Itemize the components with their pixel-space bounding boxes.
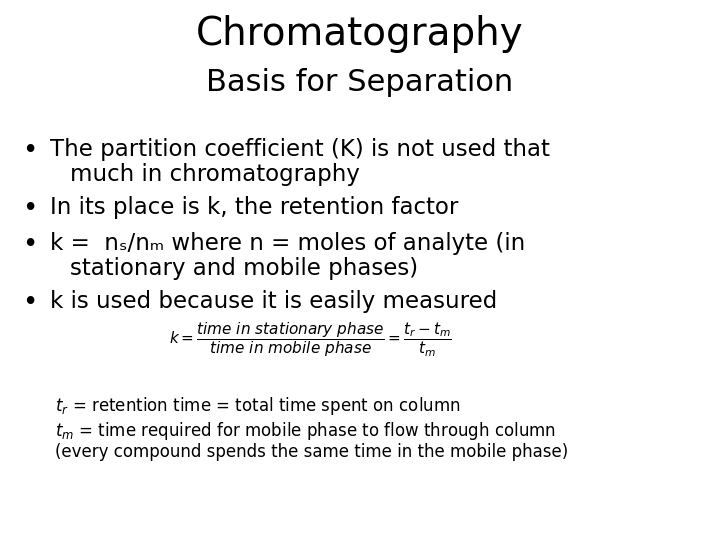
Text: much in chromatography: much in chromatography <box>70 163 360 186</box>
Text: k is used because it is easily measured: k is used because it is easily measured <box>50 290 498 313</box>
Text: Basis for Separation: Basis for Separation <box>207 68 513 97</box>
Text: (every compound spends the same time in the mobile phase): (every compound spends the same time in … <box>55 443 568 461</box>
Text: •: • <box>22 138 37 164</box>
Text: $t_r$ = retention time = total time spent on column: $t_r$ = retention time = total time spen… <box>55 395 461 417</box>
Text: •: • <box>22 196 37 222</box>
Text: The partition coefficient (K) is not used that: The partition coefficient (K) is not use… <box>50 138 550 161</box>
Text: In its place is k, the retention factor: In its place is k, the retention factor <box>50 196 459 219</box>
Text: •: • <box>22 232 37 258</box>
Text: $k = \dfrac{\mathit{time\ in\ stationary\ phase}}{\mathit{time\ in\ mobile\ phas: $k = \dfrac{\mathit{time\ in\ stationary… <box>168 320 451 359</box>
Text: $t_m$ = time required for mobile phase to flow through column: $t_m$ = time required for mobile phase t… <box>55 420 556 442</box>
Text: stationary and mobile phases): stationary and mobile phases) <box>70 257 418 280</box>
Text: •: • <box>22 290 37 316</box>
Text: k =  nₛ/nₘ where n = moles of analyte (in: k = nₛ/nₘ where n = moles of analyte (in <box>50 232 526 255</box>
Text: Chromatography: Chromatography <box>196 15 524 53</box>
